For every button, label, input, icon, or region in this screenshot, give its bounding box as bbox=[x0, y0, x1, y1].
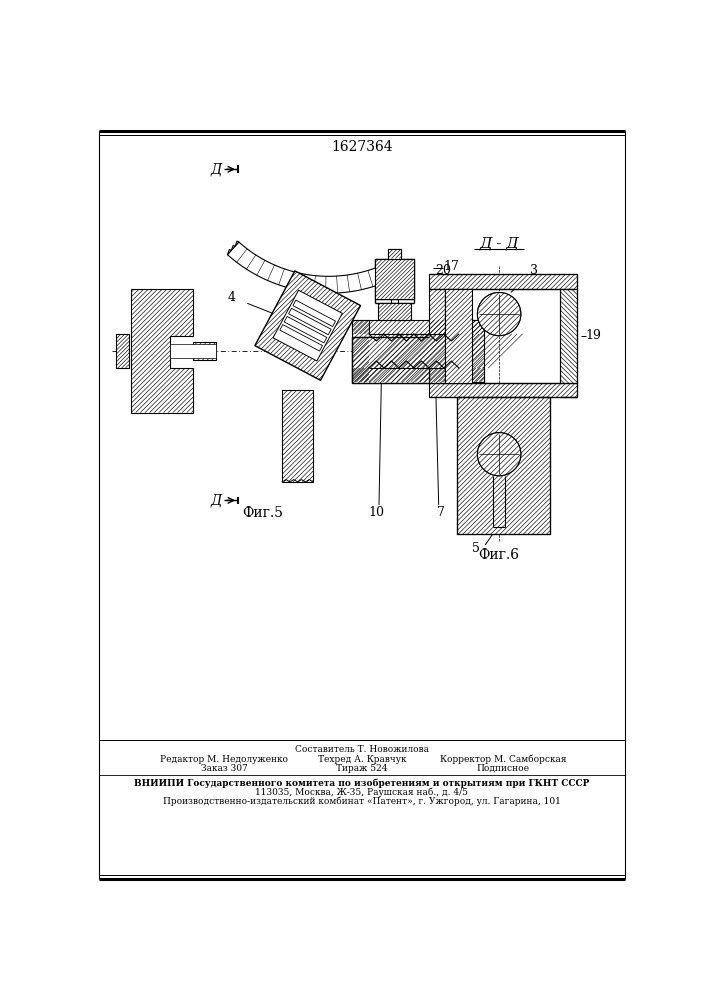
Polygon shape bbox=[284, 316, 327, 343]
Circle shape bbox=[477, 433, 521, 476]
Polygon shape bbox=[282, 389, 313, 482]
Polygon shape bbox=[352, 320, 484, 334]
Text: Подписное: Подписное bbox=[477, 764, 530, 773]
Text: Составитель Т. Новожилова: Составитель Т. Новожилова bbox=[295, 745, 429, 754]
Text: Д: Д bbox=[211, 162, 222, 176]
Text: Корректор М. Самборская: Корректор М. Самборская bbox=[440, 754, 566, 764]
Text: Д: Д bbox=[211, 493, 222, 507]
Circle shape bbox=[477, 292, 521, 336]
Polygon shape bbox=[293, 300, 336, 327]
Polygon shape bbox=[131, 289, 193, 413]
Text: 3: 3 bbox=[530, 264, 538, 277]
Polygon shape bbox=[375, 259, 414, 299]
Text: Заказ 307: Заказ 307 bbox=[201, 764, 247, 773]
Polygon shape bbox=[273, 290, 342, 361]
Polygon shape bbox=[193, 342, 216, 360]
Polygon shape bbox=[457, 397, 549, 534]
Text: Тираж 524: Тираж 524 bbox=[337, 764, 387, 773]
Polygon shape bbox=[352, 337, 429, 383]
Polygon shape bbox=[255, 271, 361, 380]
Polygon shape bbox=[445, 289, 472, 383]
Text: 1627364: 1627364 bbox=[331, 140, 393, 154]
Bar bbox=[170, 344, 216, 358]
Text: 20: 20 bbox=[436, 264, 451, 277]
Polygon shape bbox=[115, 334, 129, 368]
Polygon shape bbox=[477, 292, 521, 336]
Text: 5: 5 bbox=[472, 542, 480, 555]
Polygon shape bbox=[228, 242, 392, 293]
Text: Фиг.5: Фиг.5 bbox=[243, 506, 284, 520]
Text: 4: 4 bbox=[228, 291, 235, 304]
Text: 17: 17 bbox=[359, 368, 375, 381]
Text: Д - Д: Д - Д bbox=[479, 236, 519, 250]
Text: 113035, Москва, Ж-35, Раушская наб., д. 4/5: 113035, Москва, Ж-35, Раушская наб., д. … bbox=[255, 787, 469, 797]
Text: 19: 19 bbox=[586, 329, 602, 342]
Polygon shape bbox=[559, 289, 577, 383]
Polygon shape bbox=[459, 320, 484, 382]
Polygon shape bbox=[352, 368, 484, 382]
Polygon shape bbox=[387, 249, 402, 259]
Text: 17: 17 bbox=[443, 260, 460, 273]
Polygon shape bbox=[288, 308, 331, 335]
Polygon shape bbox=[280, 325, 322, 351]
Text: Производственно-издательский комбинат «Патент», г. Ужгород, ул. Гагарина, 101: Производственно-издательский комбинат «П… bbox=[163, 797, 561, 806]
Text: ВНИИПИ Государственного комитета по изобретениям и открытиям при ГКНТ СССР: ВНИИПИ Государственного комитета по изоб… bbox=[134, 778, 590, 788]
Text: 7: 7 bbox=[437, 506, 445, 519]
Polygon shape bbox=[429, 383, 577, 397]
Polygon shape bbox=[378, 303, 411, 320]
Text: Техред А. Кравчук: Техред А. Кравчук bbox=[317, 755, 407, 764]
Polygon shape bbox=[352, 320, 369, 382]
Polygon shape bbox=[369, 334, 459, 368]
Polygon shape bbox=[477, 433, 521, 476]
Polygon shape bbox=[429, 274, 577, 289]
Text: 10: 10 bbox=[368, 506, 385, 519]
Polygon shape bbox=[429, 289, 445, 383]
Text: Фиг.6: Фиг.6 bbox=[479, 548, 520, 562]
Text: Редактор М. Недолуженко: Редактор М. Недолуженко bbox=[160, 755, 288, 764]
